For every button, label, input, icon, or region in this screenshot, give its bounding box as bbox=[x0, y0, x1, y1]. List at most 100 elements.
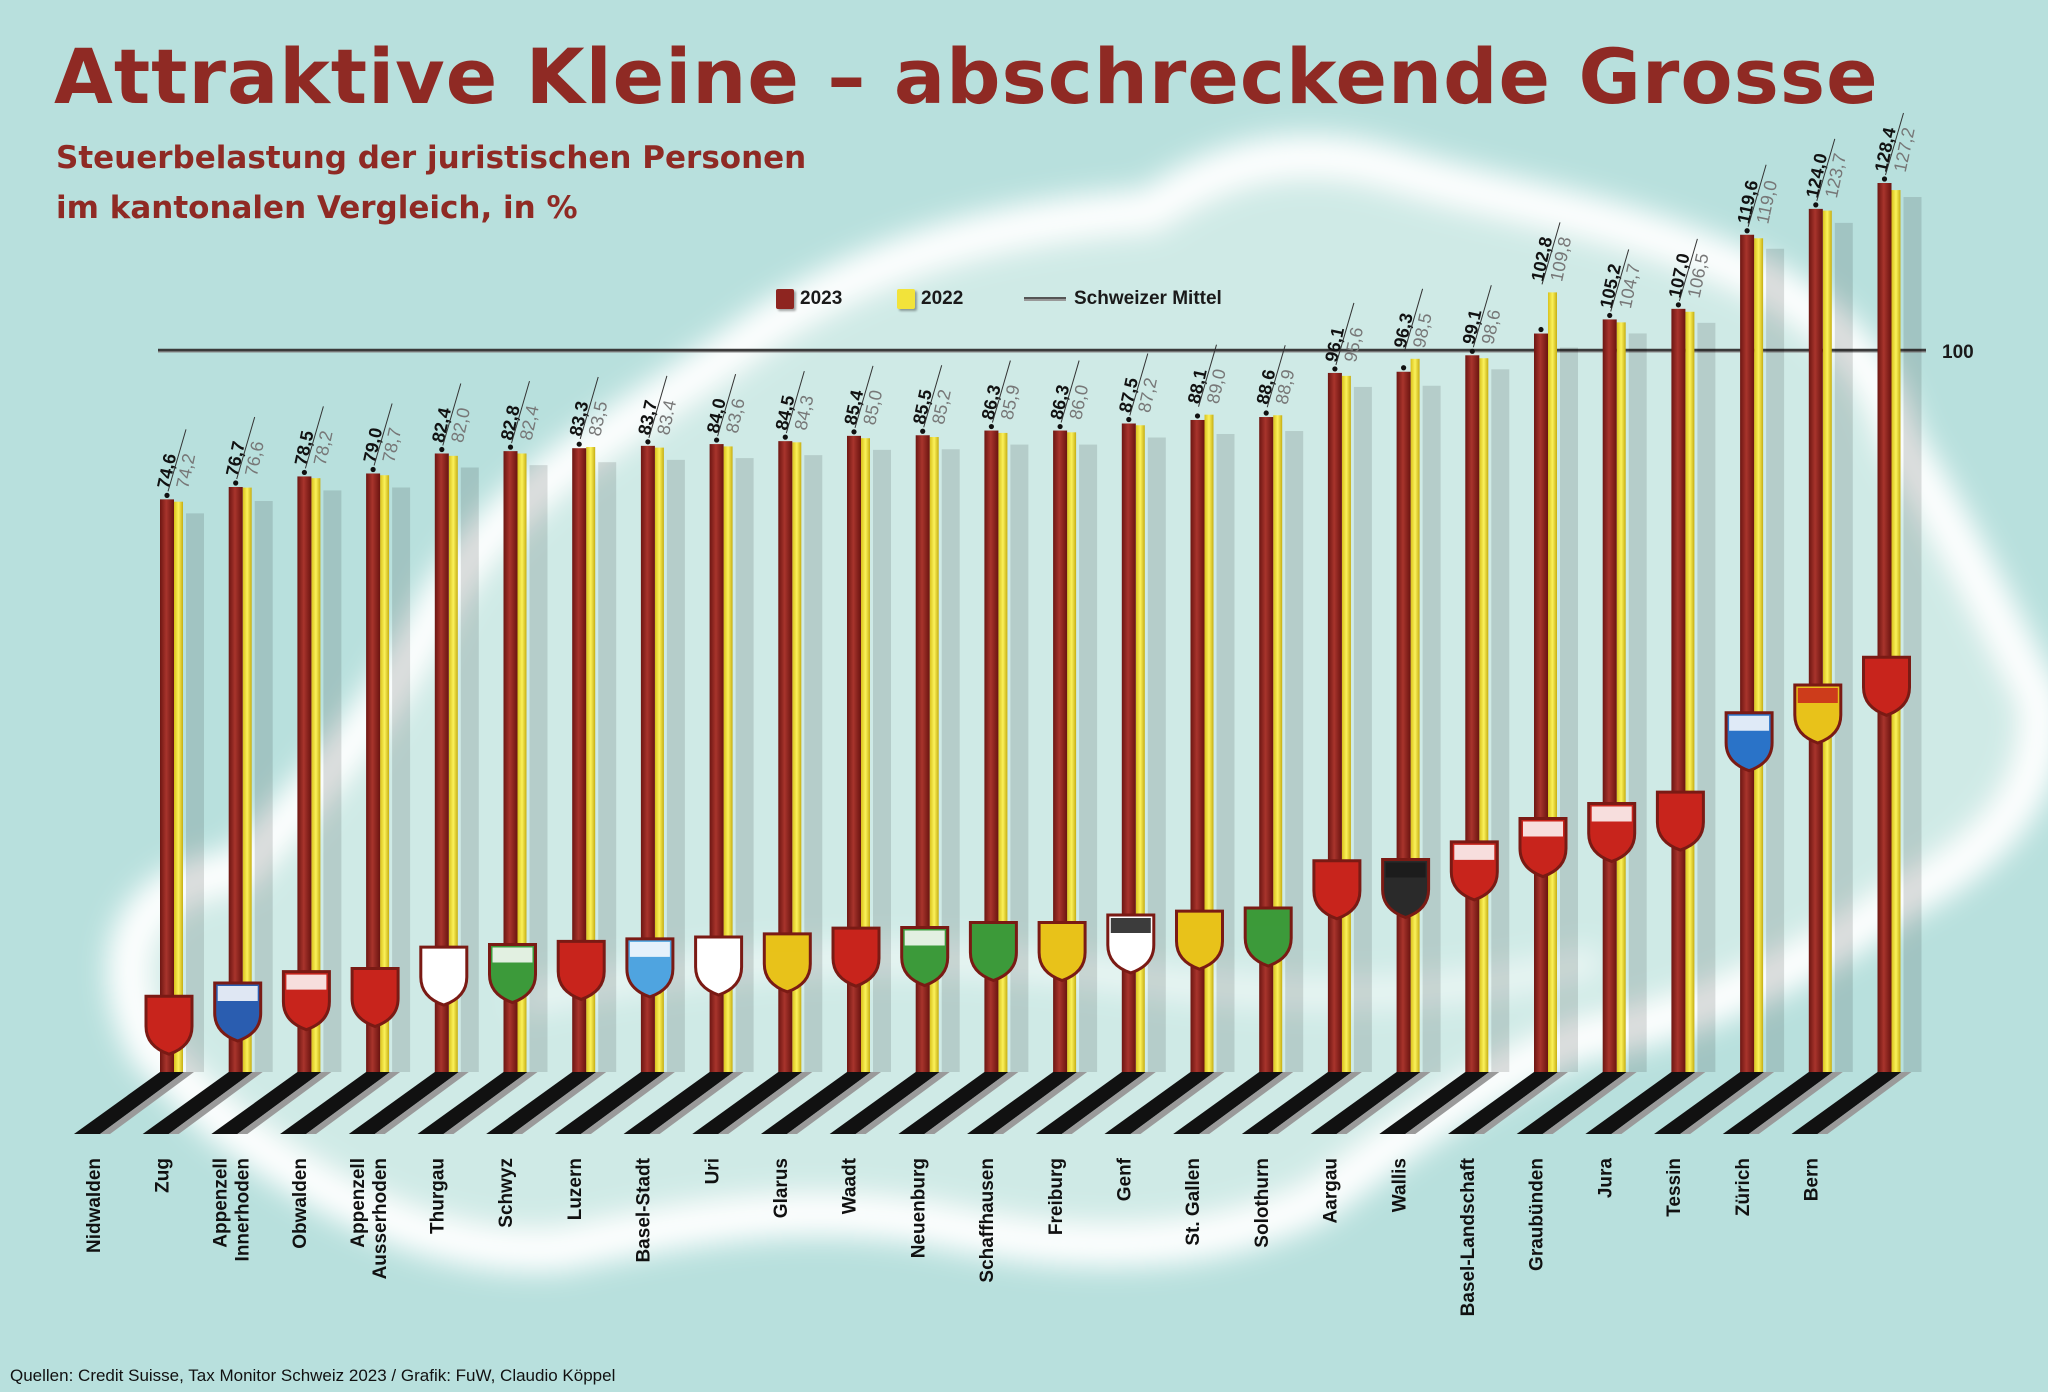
bar-top-dot-3 bbox=[370, 466, 376, 473]
bar-2022-17 bbox=[1341, 375, 1351, 1072]
bar-shadow-0 bbox=[186, 513, 204, 1072]
bar-top-dot-16 bbox=[1263, 410, 1269, 416]
bar-2023-25 bbox=[1877, 183, 1892, 1072]
category-label-20: Basel-Landschaft bbox=[1458, 1157, 1479, 1316]
bar-shadow-24 bbox=[1834, 222, 1853, 1072]
legend-label-average: Schweizer Mittel bbox=[1074, 288, 1222, 309]
bar-top-dot-11 bbox=[920, 428, 926, 434]
bar-group-23 bbox=[1740, 228, 1785, 1072]
bar-group-16 bbox=[1259, 410, 1304, 1073]
bar-shadow-25 bbox=[1903, 197, 1922, 1072]
bar-2022-6 bbox=[586, 447, 596, 1072]
bar-shadow-6 bbox=[598, 462, 617, 1072]
floor-stripe-10 bbox=[761, 1072, 871, 1134]
floor-stripe-12 bbox=[898, 1072, 1009, 1134]
canton-crest-icon-4 bbox=[419, 945, 469, 1007]
floor-stripe-6 bbox=[486, 1072, 597, 1134]
category-label-4-line-1: Ausserhoden bbox=[370, 1158, 391, 1279]
bar-top-dot-21 bbox=[1607, 312, 1613, 319]
floor-stripe-19 bbox=[1379, 1072, 1490, 1134]
bar-2023-24 bbox=[1808, 208, 1823, 1072]
bar-2022-2 bbox=[311, 478, 321, 1073]
floor-stripe-shade-9 bbox=[718, 1072, 813, 1134]
bar-2023-7 bbox=[640, 445, 655, 1072]
floor-stripe-shade-3 bbox=[306, 1072, 401, 1134]
bar-top-dot-6 bbox=[576, 441, 582, 447]
bar-2022-3 bbox=[380, 475, 390, 1072]
bar-shadow-22 bbox=[1697, 322, 1716, 1073]
bar-2023-1 bbox=[228, 487, 243, 1072]
value-label-leader-23 bbox=[1747, 164, 1767, 227]
bar-top-dot-4 bbox=[439, 446, 445, 453]
bar-2023-22 bbox=[1671, 308, 1686, 1073]
floor-stripe-shade-0 bbox=[100, 1072, 194, 1134]
value-label-leader-24 bbox=[1816, 138, 1836, 202]
floor-stripe-shade-14 bbox=[1061, 1072, 1156, 1134]
category-label-17: Solothurn bbox=[1252, 1158, 1273, 1248]
floor-stripe-shade-12 bbox=[924, 1072, 1019, 1134]
floor-stripe-22 bbox=[1585, 1072, 1696, 1134]
canton-crest-icon-9 bbox=[762, 932, 812, 994]
canton-crest-icon-7 bbox=[625, 937, 675, 999]
value-label-leader-7 bbox=[648, 375, 668, 438]
floor-stripe-15 bbox=[1104, 1072, 1215, 1134]
category-label-10: Glarus bbox=[771, 1158, 792, 1218]
bar-2023-5 bbox=[503, 451, 518, 1072]
bar-shadow-9 bbox=[804, 455, 823, 1072]
bar-group-2 bbox=[297, 469, 342, 1073]
floor-stripe-shade-15 bbox=[1130, 1072, 1225, 1134]
value-label-leader-15 bbox=[1198, 344, 1217, 407]
floor-stripe-shade-8 bbox=[649, 1072, 744, 1134]
legend-swatch-2022 bbox=[897, 289, 915, 309]
legend-item-2022: 2022 bbox=[897, 287, 963, 311]
bar-top-dot-7 bbox=[645, 439, 651, 445]
floor-stripe-0 bbox=[74, 1072, 184, 1134]
bar-shadow-10 bbox=[873, 449, 891, 1072]
floor-stripe-shade-19 bbox=[1405, 1072, 1500, 1134]
bar-2022-16 bbox=[1273, 415, 1283, 1072]
bar-2023-16 bbox=[1259, 417, 1274, 1073]
floor-stripe-shade-13 bbox=[993, 1072, 1088, 1134]
floor-stripe-shade-10 bbox=[787, 1072, 881, 1134]
canton-crest-icon-10 bbox=[831, 926, 881, 988]
bar-shadow-15 bbox=[1216, 433, 1235, 1072]
floor-stripe-21 bbox=[1516, 1072, 1627, 1134]
bar-group-1 bbox=[228, 480, 273, 1072]
floor-stripe-14 bbox=[1035, 1072, 1146, 1134]
bar-shadow-7 bbox=[666, 459, 685, 1072]
bar-2022-15 bbox=[1204, 414, 1214, 1072]
floor-stripe-4 bbox=[348, 1072, 459, 1134]
legend-item-2023: 2023 bbox=[776, 287, 842, 311]
bar-2022-12 bbox=[998, 432, 1008, 1073]
bar-2022-1 bbox=[242, 487, 252, 1072]
category-label-19: Wallis bbox=[1389, 1158, 1410, 1212]
value-label-leader-5 bbox=[511, 380, 530, 444]
bar-2023-20 bbox=[1534, 333, 1548, 1072]
bar-shadow-17 bbox=[1353, 386, 1372, 1072]
value-label-leader-2 bbox=[304, 406, 324, 469]
bar-2023-19 bbox=[1465, 355, 1480, 1072]
bar-top-dot-13 bbox=[1057, 423, 1063, 430]
canton-crest-icon-12 bbox=[968, 921, 1018, 983]
category-label-8: Basel-Stadt bbox=[634, 1157, 655, 1262]
value-label-leader-13 bbox=[1060, 360, 1080, 423]
bar-group-21 bbox=[1602, 312, 1647, 1072]
bar-2022-4 bbox=[448, 455, 458, 1073]
bar-group-19 bbox=[1465, 348, 1510, 1072]
canton-crest-icon-1 bbox=[213, 981, 263, 1043]
category-label-1: Zug bbox=[153, 1158, 174, 1193]
floor-stripe-2 bbox=[211, 1072, 322, 1134]
floor-stripe-20 bbox=[1448, 1072, 1558, 1134]
bar-top-dot-2 bbox=[301, 469, 307, 476]
bar-shadow-12 bbox=[1010, 444, 1029, 1072]
bar-2023-6 bbox=[572, 448, 587, 1072]
bar-group-17 bbox=[1327, 366, 1372, 1072]
floor-stripe-7 bbox=[554, 1072, 665, 1134]
bar-group-4 bbox=[434, 446, 479, 1073]
floor-stripe-1 bbox=[142, 1072, 253, 1134]
bar-shadow-21 bbox=[1628, 333, 1647, 1072]
canton-crest-icon-19 bbox=[1449, 840, 1499, 902]
bar-shadow-2 bbox=[323, 490, 342, 1072]
floor-stripe-shade-7 bbox=[580, 1072, 675, 1134]
value-label-leader-8 bbox=[717, 373, 737, 437]
